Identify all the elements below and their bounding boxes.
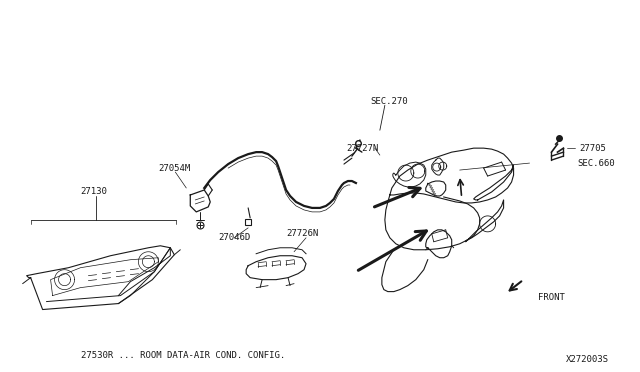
Text: FRONT: FRONT (538, 293, 564, 302)
Text: 27054M: 27054M (158, 164, 191, 173)
Text: 27530R ... ROOM DATA-AIR COND. CONFIG.: 27530R ... ROOM DATA-AIR COND. CONFIG. (81, 351, 285, 360)
Text: SEC.660: SEC.660 (578, 158, 615, 167)
Text: 27705: 27705 (579, 144, 606, 153)
Text: 27727N: 27727N (346, 144, 378, 153)
Text: 27726N: 27726N (286, 229, 318, 238)
Text: X272003S: X272003S (566, 355, 609, 364)
Text: 27046D: 27046D (218, 233, 250, 242)
Text: SEC.270: SEC.270 (370, 97, 408, 106)
Text: 27130: 27130 (81, 187, 108, 196)
